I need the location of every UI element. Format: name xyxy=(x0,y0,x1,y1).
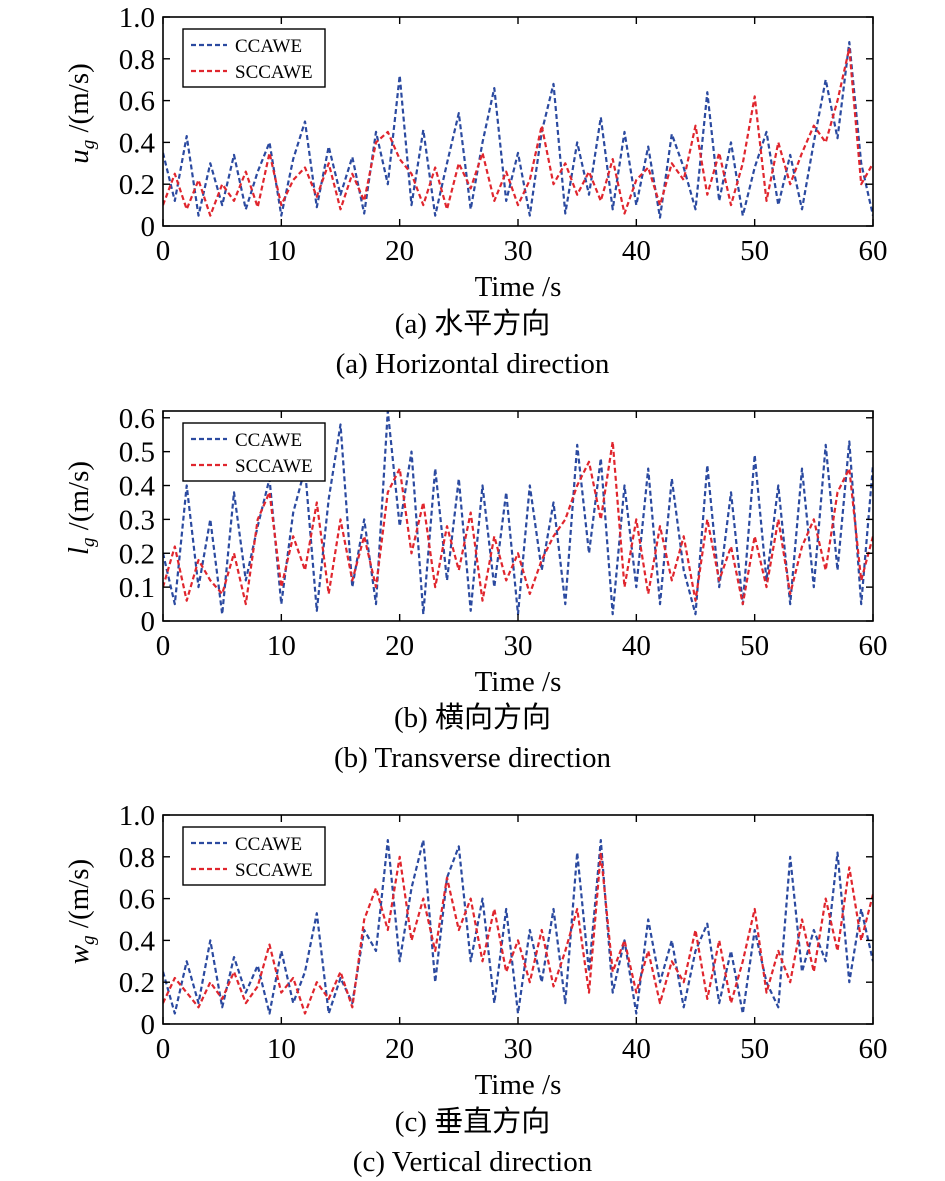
legend-box xyxy=(182,28,326,88)
series-line-ccawe xyxy=(163,40,873,219)
chart-panel-3: 0 10 20 30 40 50 60 0 0.2 0.4 0.6 0.8 1.0 Time /s wg /… xyxy=(63,800,888,1101)
x-tick-label: 10 xyxy=(267,630,296,662)
x-tick-label: 40 xyxy=(622,630,651,662)
x-tick-label: 30 xyxy=(504,630,533,662)
chart-panel-2: 0 10 20 30 40 50 60 00.10.20.30.40.50.6 Time /s l… xyxy=(63,403,888,698)
caption-c-zh: (c) 垂直方向 xyxy=(394,1106,551,1138)
x-tick-label: 50 xyxy=(740,1033,769,1065)
legend-label-sccawe: SCCAWE xyxy=(235,456,313,477)
legend-box xyxy=(182,422,326,482)
y-tick-label: 0 xyxy=(141,1009,156,1041)
caption-a-zh: (a) 水平方向 xyxy=(394,308,551,340)
legend-label-sccawe: SCCAWE xyxy=(235,62,313,83)
x-tick-label: 60 xyxy=(859,630,888,662)
y-tick-label: 0 xyxy=(141,211,156,243)
caption-b-en: (b) Transverse direction xyxy=(333,742,612,774)
y-axis-sub: g xyxy=(78,537,99,547)
y-tick-label: 0.2 xyxy=(119,169,155,201)
x-axis-title: Time /s xyxy=(475,271,562,303)
series-line-sccawe xyxy=(163,47,873,217)
y-axis-unit: /(m/s) xyxy=(63,461,95,538)
y-tick-label: 0.3 xyxy=(119,504,155,536)
y-tick-label: 0.8 xyxy=(119,842,155,874)
x-tick-label: 0 xyxy=(156,235,171,267)
y-tick-label: 0.6 xyxy=(119,86,155,118)
series-line-ccawe xyxy=(163,838,873,1015)
legend-label-ccawe: CCAWE xyxy=(235,834,302,855)
y-axis-unit: /(m/s) xyxy=(63,859,95,936)
legend-label-ccawe: CCAWE xyxy=(235,36,302,57)
y-axis-sub: g xyxy=(78,140,99,150)
x-tick-label: 40 xyxy=(622,1033,651,1065)
y-tick-label: 0.2 xyxy=(119,967,155,999)
y-tick-label: 1.0 xyxy=(119,2,155,34)
y-tick-label: 0.1 xyxy=(119,572,155,604)
y-tick-label: 0.4 xyxy=(119,471,156,503)
legend-label-ccawe: CCAWE xyxy=(235,430,302,451)
y-axis-title: ug /(m/s) xyxy=(63,63,99,164)
y-tick-label: 0.4 xyxy=(119,925,156,957)
y-axis-unit: /(m/s) xyxy=(63,63,95,140)
y-tick-label: 0.8 xyxy=(119,44,155,76)
y-tick-label: 0.2 xyxy=(119,538,155,570)
x-tick-label: 20 xyxy=(385,235,414,267)
y-axis-var: w xyxy=(63,944,95,964)
y-axis-var: l xyxy=(63,547,95,555)
y-axis-title: lg /(m/s) xyxy=(63,461,99,555)
caption-a-en: (a) Horizontal direction xyxy=(335,348,610,380)
x-tick-label: 10 xyxy=(267,235,296,267)
legend-box xyxy=(182,826,326,886)
caption-b-zh: (b) 横向方向 xyxy=(393,702,552,734)
y-tick-label: 1.0 xyxy=(119,800,155,832)
y-axis-sub: g xyxy=(78,935,99,945)
x-tick-label: 40 xyxy=(622,235,651,267)
caption-c-en: (c) Vertical direction xyxy=(352,1146,593,1178)
x-tick-label: 50 xyxy=(740,235,769,267)
x-tick-label: 30 xyxy=(504,1033,533,1065)
x-tick-label: 0 xyxy=(156,630,171,662)
x-tick-label: 20 xyxy=(385,630,414,662)
x-tick-label: 30 xyxy=(504,235,533,267)
x-tick-label: 60 xyxy=(859,235,888,267)
x-axis-title: Time /s xyxy=(475,666,562,698)
x-tick-label: 20 xyxy=(385,1033,414,1065)
chart-panel-1: 0 10 20 30 40 50 60 0 0.2 0.4 0.6 0.8 1.0 Time /s ug /… xyxy=(63,2,888,303)
x-tick-label: 0 xyxy=(156,1033,171,1065)
y-tick-label: 0.4 xyxy=(119,127,156,159)
x-tick-label: 50 xyxy=(740,630,769,662)
y-axis-title: wg /(m/s) xyxy=(63,859,99,964)
y-tick-label: 0 xyxy=(141,606,156,638)
y-tick-label: 0.6 xyxy=(119,403,155,435)
legend-label-sccawe: SCCAWE xyxy=(235,860,313,881)
x-tick-label: 60 xyxy=(859,1033,888,1065)
series-line-sccawe xyxy=(163,440,873,606)
y-tick-label: 0.5 xyxy=(119,437,155,469)
x-tick-label: 10 xyxy=(267,1033,296,1065)
series-line-sccawe xyxy=(163,851,873,1015)
x-axis-title: Time /s xyxy=(475,1069,562,1101)
y-tick-label: 0.6 xyxy=(119,884,155,916)
y-axis-var: u xyxy=(63,149,95,164)
